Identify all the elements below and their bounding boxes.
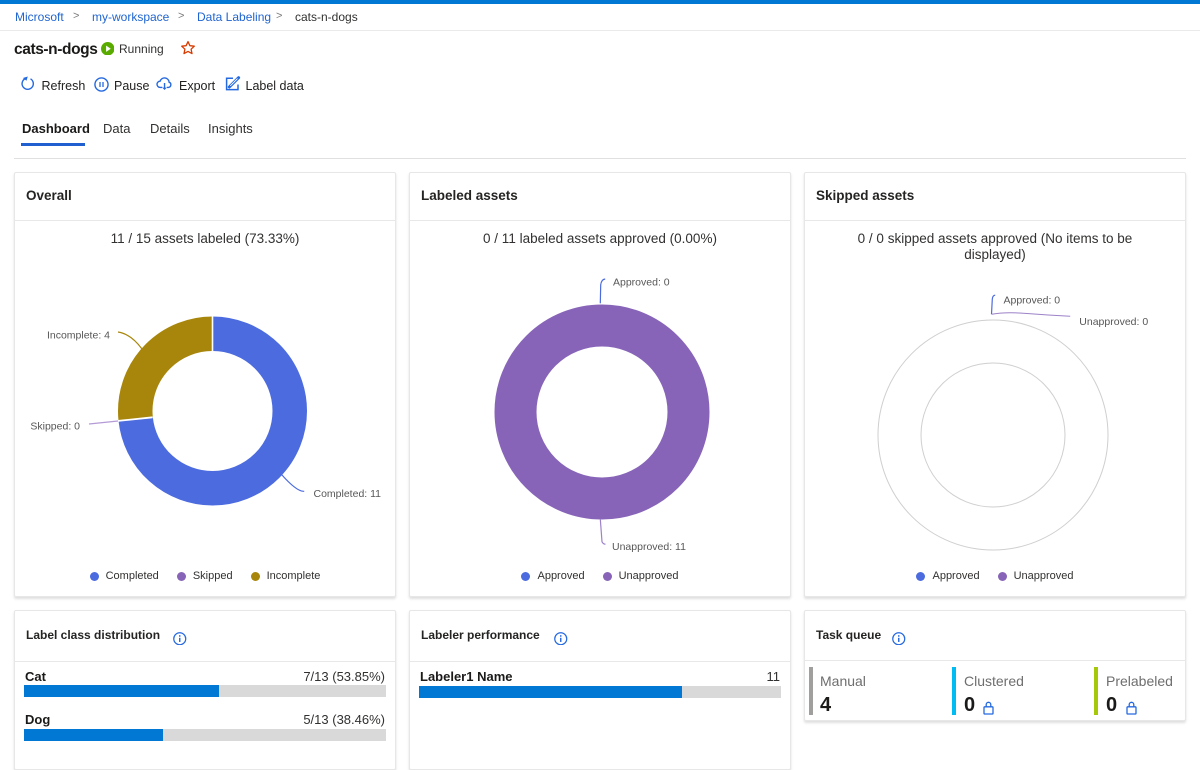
svg-text:Skipped: 0: Skipped: 0 xyxy=(30,421,80,433)
svg-text:Completed: 11: Completed: 11 xyxy=(314,488,382,500)
svg-text:Incomplete: 4: Incomplete: 4 xyxy=(47,330,110,342)
svg-text:Unapproved: 0: Unapproved: 0 xyxy=(1079,316,1148,328)
svg-text:Approved: 0: Approved: 0 xyxy=(613,276,670,288)
svg-text:Approved: 0: Approved: 0 xyxy=(1004,295,1061,307)
svg-text:Unapproved: 11: Unapproved: 11 xyxy=(612,541,686,553)
